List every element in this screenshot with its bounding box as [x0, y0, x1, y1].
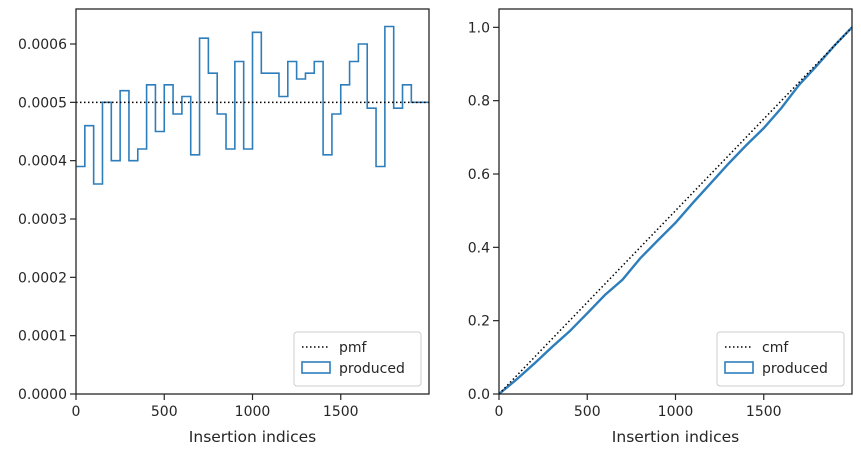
x-axis-label: Insertion indices — [612, 428, 739, 446]
x-tick-label: 0 — [495, 404, 504, 420]
legend-swatch-produced — [724, 361, 754, 374]
produced-cumulative-line — [498, 26, 853, 395]
x-tick-label: 1000 — [235, 404, 271, 420]
legend-label-pmf: pmf — [339, 340, 368, 356]
y-tick-label: 0.0000 — [18, 387, 67, 403]
x-tick-label: 1500 — [746, 404, 782, 420]
y-tick-label: 0.4 — [468, 240, 490, 256]
y-tick-label: 0.6 — [468, 167, 490, 183]
y-tick-label: 0.0006 — [18, 37, 67, 53]
plot-frame — [75, 8, 430, 395]
y-tick-label: 0.0 — [468, 387, 490, 403]
x-tick-label: 500 — [151, 404, 178, 420]
y-tick-label: 0.8 — [468, 94, 490, 110]
plot-frame — [498, 8, 853, 395]
legend-label-cmf: cmf — [762, 340, 789, 356]
x-tick-label: 1000 — [658, 404, 694, 420]
y-tick-label: 0.0005 — [18, 95, 67, 111]
legend-swatch-produced — [301, 361, 331, 374]
legend-label-produced: produced — [339, 361, 405, 377]
y-tick-label: 0.0001 — [18, 329, 67, 345]
cmf-reference-line — [498, 26, 853, 395]
legend-label-produced: produced — [762, 361, 828, 377]
y-tick-label: 1.0 — [468, 20, 490, 36]
y-tick-label: 0.0004 — [18, 154, 67, 170]
x-tick-label: 1500 — [323, 404, 359, 420]
produced-histogram-step — [76, 25, 429, 185]
x-axis-label: Insertion indices — [189, 428, 316, 446]
pmf-histogram-panel: 0.0000 0.0001 0.0002 0.0003 0.0004 0.0005 0.00… — [18, 8, 430, 446]
cmf-line-panel: 0.0 0.2 0.4 0.6 0.8 1.0 0 500 1000 1500 Insertion … — [468, 8, 853, 446]
y-tick-label: 0.0003 — [18, 212, 67, 228]
x-tick-label: 0 — [72, 404, 81, 420]
y-tick-label: 0.0002 — [18, 270, 67, 286]
y-tick-label: 0.2 — [468, 314, 490, 330]
x-tick-label: 500 — [574, 404, 601, 420]
